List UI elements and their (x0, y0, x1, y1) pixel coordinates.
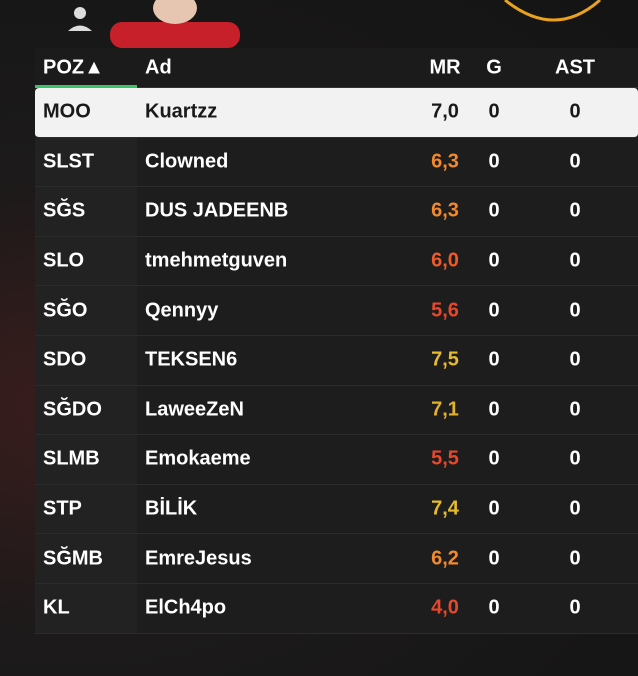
position-column (35, 137, 137, 187)
goals: 0 (488, 150, 500, 173)
position: STP (43, 497, 82, 520)
player-name: BİLİK (145, 497, 198, 520)
player-name: ElCh4po (145, 596, 227, 619)
player-row[interactable]: SLMB Emokaeme 5,5 0 0 (35, 435, 638, 485)
player-name: Clowned (145, 150, 229, 173)
match-rating: 5,5 (431, 447, 459, 470)
match-rating: 4,0 (431, 596, 459, 619)
position-column (35, 484, 137, 534)
position-column (35, 534, 137, 583)
player-name: EmreJesus (145, 547, 252, 570)
goals: 0 (488, 249, 500, 272)
position: MOO (43, 100, 91, 123)
header-row: POZ▲ Ad MR G AST (35, 48, 638, 88)
position: SLO (43, 249, 85, 272)
match-rating: 7,4 (431, 497, 459, 520)
sort-indicator (35, 85, 137, 88)
player-row[interactable]: KL ElCh4po 4,0 0 0 (35, 583, 638, 634)
assists: 0 (569, 398, 581, 421)
position: SĞO (43, 299, 88, 322)
position-column (35, 187, 137, 236)
goals: 0 (488, 100, 500, 123)
player-row[interactable]: SĞDO LaweeZeN 7,1 0 0 (35, 385, 638, 436)
position-column (35, 335, 137, 385)
position-column (35, 286, 137, 335)
goals: 0 (488, 547, 500, 570)
position: SĞS (43, 199, 86, 222)
match-rating: 6,3 (431, 199, 459, 222)
position: SLST (43, 150, 95, 173)
position-column (35, 583, 137, 633)
match-rating: 6,0 (431, 249, 459, 272)
match-rating: 7,0 (431, 100, 459, 123)
goals: 0 (488, 199, 500, 222)
match-rating: 6,2 (431, 547, 459, 570)
assists: 0 (569, 547, 581, 570)
goals: 0 (488, 596, 500, 619)
player-name: LaweeZeN (145, 398, 244, 421)
player-row[interactable]: SLO tmehmetguven 6,0 0 0 (35, 236, 638, 287)
stats-table: POZ▲ Ad MR G AST MOO Kuartzz 7,0 0 0 SLST Clowned 6,… (35, 48, 638, 634)
goals: 0 (488, 348, 500, 371)
assists: 0 (569, 596, 581, 619)
match-rating: 7,1 (431, 398, 459, 421)
player-name: Kuartzz (145, 100, 218, 123)
header-cell[interactable]: POZ▲ (43, 56, 104, 78)
player-row[interactable]: SĞMB EmreJesus 6,2 0 0 (35, 534, 638, 584)
position: SĞMB (43, 547, 103, 570)
goals: 0 (488, 299, 500, 322)
position-column (35, 435, 137, 484)
player-name: Emokaeme (145, 447, 251, 470)
header-cell[interactable]: G (486, 56, 502, 78)
header-cell[interactable]: MR (429, 56, 461, 78)
assists: 0 (569, 199, 581, 222)
assists: 0 (569, 348, 581, 371)
goals: 0 (488, 447, 500, 470)
assists: 0 (569, 447, 581, 470)
position: SLMB (43, 447, 100, 470)
player-row[interactable]: SLST Clowned 6,3 0 0 (35, 137, 638, 188)
assists: 0 (569, 497, 581, 520)
player-name: tmehmetguven (145, 249, 288, 272)
header-cell[interactable]: AST (555, 56, 595, 78)
position-column (35, 385, 137, 435)
player-row[interactable]: STP BİLİK 7,4 0 0 (35, 484, 638, 535)
player-row[interactable]: SĞS DUS JADEENB 6,3 0 0 (35, 187, 638, 237)
player-row[interactable]: MOO Kuartzz 7,0 0 0 (35, 88, 638, 138)
assists: 0 (569, 150, 581, 173)
position: KL (43, 596, 70, 619)
assists: 0 (569, 100, 581, 123)
goals: 0 (488, 398, 500, 421)
goals: 0 (488, 497, 500, 520)
assists: 0 (569, 299, 581, 322)
top-decor (68, 0, 601, 48)
position-column (35, 236, 137, 286)
header-cell[interactable]: Ad (145, 56, 172, 78)
player-name: DUS JADEENB (145, 199, 289, 222)
player-row[interactable]: SĞO Qennyy 5,6 0 0 (35, 286, 638, 336)
match-rating: 7,5 (431, 348, 459, 371)
position: SĞDO (43, 398, 102, 421)
player-row[interactable]: SDO TEKSEN6 7,5 0 0 (35, 335, 638, 386)
player-name: TEKSEN6 (145, 348, 238, 371)
position: SDO (43, 348, 87, 371)
player-name: Qennyy (145, 299, 219, 322)
match-rating: 5,6 (431, 299, 459, 322)
match-rating: 6,3 (431, 150, 459, 173)
assists: 0 (569, 249, 581, 272)
